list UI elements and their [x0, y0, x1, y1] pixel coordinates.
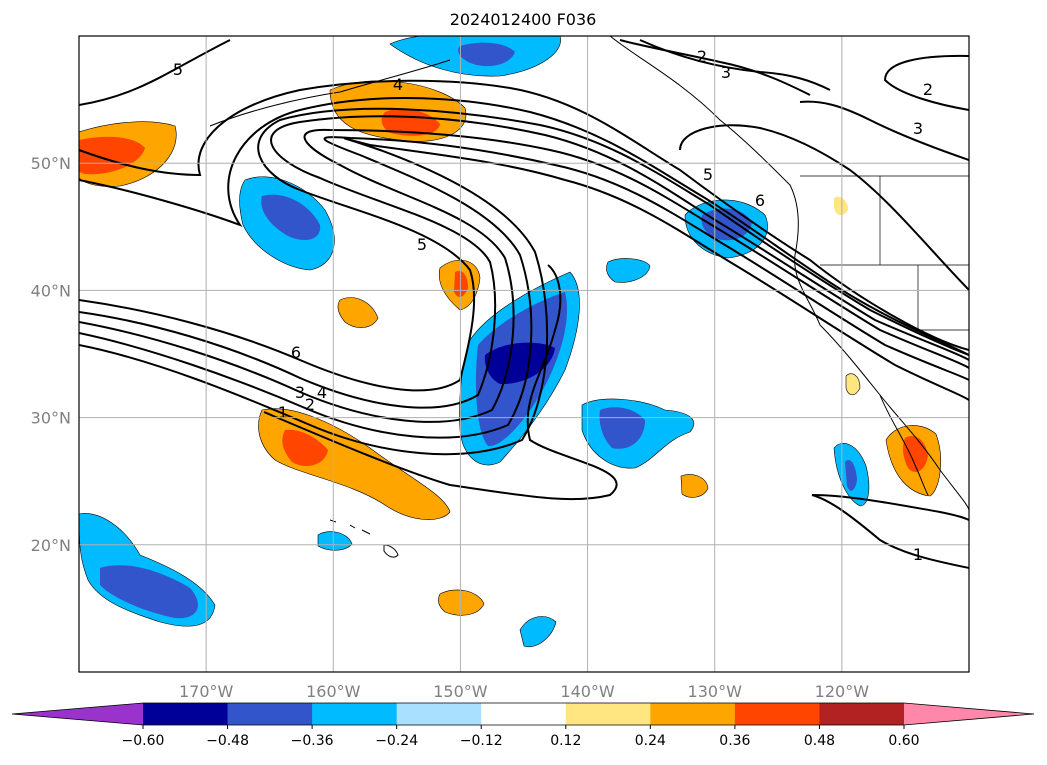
colorbar-segment: [396, 703, 482, 725]
contour-trough-a: [79, 96, 969, 356]
cool-field-south-small: [519, 616, 557, 648]
contour-label: 6: [291, 343, 301, 362]
warm-field-mexico-small: [845, 373, 861, 396]
contour-label: 2: [923, 80, 933, 99]
warm-field-oregon-small: [834, 196, 848, 216]
contour-label: 2: [305, 395, 315, 414]
cool-field-small-east: [606, 258, 651, 283]
colorbar-extend-high: [904, 703, 1034, 725]
cool-field-gulf-alaska-core: [701, 208, 752, 241]
colorbar-tick-label: −0.36: [291, 733, 334, 749]
coastline-aleutians: [209, 59, 451, 127]
contour-trough-f: [79, 137, 969, 456]
contour-label: 1: [278, 403, 288, 422]
colorbar-tick-label: 0.24: [635, 733, 666, 749]
contour-trough-c: [79, 115, 969, 409]
warm-field-south-small: [438, 589, 485, 616]
longitude-label: 140°W: [560, 682, 615, 701]
contour-label: 4: [317, 383, 327, 402]
cool-field-southwest-core: [100, 565, 198, 619]
contour-1-southeast: [811, 494, 969, 521]
contour-ne-5: [679, 124, 969, 291]
colorbar-tick-label: −0.24: [375, 733, 418, 749]
cool-field-bering-core: [458, 42, 515, 67]
contour-label: 5: [417, 235, 427, 254]
colorbar-tick-label: 0.12: [550, 733, 581, 749]
contour-label: 5: [703, 165, 713, 184]
longitude-label: 160°W: [306, 682, 361, 701]
contour-trough-5: [79, 79, 969, 351]
contour-north-5: [79, 39, 231, 106]
colorbar-tick-label: 0.36: [719, 733, 750, 749]
contour-trough-d: [79, 128, 969, 423]
colorbar-tick-label: 0.60: [888, 733, 919, 749]
longitude-label: 170°W: [179, 682, 234, 701]
cool-field-hawaii-small: [317, 531, 353, 551]
map-panel: 5 2 3 2 3 4 5 5 6 6 3 4 1 2 1: [78, 35, 970, 673]
contour-3-north: [639, 39, 831, 91]
contour-label: 3: [721, 63, 731, 82]
cool-field-northwest-core: [261, 194, 321, 241]
coastline-baja: [879, 394, 929, 496]
graticule: [79, 36, 969, 672]
colorbar-segment: [312, 703, 398, 725]
contour-1-subtropical: [263, 264, 618, 501]
colorbar-segment: [565, 703, 651, 725]
longitude-labels: 170°W 160°W 150°W 140°W 130°W 120°W: [179, 682, 869, 701]
shaded-fields: [79, 36, 941, 648]
contour-lines: [79, 39, 969, 569]
warm-field-east-small: [680, 474, 709, 498]
contour-1-southeast-b: [811, 494, 969, 569]
warm-field-west-small: [337, 297, 379, 328]
contour-label: 3: [913, 119, 923, 138]
map-title: 2024012400 F036: [450, 10, 597, 29]
latitude-label: 20°N: [31, 536, 71, 555]
contour-trough-e: [79, 136, 969, 439]
latitude-label: 30°N: [31, 409, 71, 428]
colorbar-segment: [650, 703, 736, 725]
contour-trough-b: [79, 107, 969, 392]
longitude-label: 150°W: [433, 682, 488, 701]
contour-label: 6: [755, 191, 765, 210]
latitude-labels: 20°N 30°N 40°N 50°N: [31, 154, 71, 555]
contour-label: 1: [913, 545, 923, 564]
colorbar-tick-label: −0.60: [122, 733, 165, 749]
cool-field-baja-west-core: [845, 460, 857, 491]
contour-labels: 5 2 3 2 3 4 5 5 6 6 3 4 1 2 1: [173, 47, 933, 564]
colorbar: −0.60 −0.48 −0.36 −0.24 −0.12 0.12 0.24 0.36 0.4…: [11, 702, 1035, 749]
contour-label: 5: [173, 60, 183, 79]
colorbar-tick-label: −0.48: [206, 733, 249, 749]
contour-3-northeast: [799, 100, 969, 161]
colorbar-segment: [481, 703, 567, 725]
colorbar-segment: [734, 703, 820, 725]
latitude-label: 40°N: [31, 281, 71, 300]
colorbar-segment: [819, 703, 905, 725]
contour-2-northeast: [883, 54, 969, 111]
colorbar-extend-low: [12, 703, 143, 725]
latitude-label: 50°N: [31, 154, 71, 173]
contour-2-north: [619, 39, 811, 96]
longitude-label: 120°W: [815, 682, 870, 701]
map-frame: [78, 35, 970, 673]
warm-field-subtropical-core: [282, 429, 328, 466]
colorbar-tick-label: 0.48: [804, 733, 835, 749]
colorbar-tick-label: −0.12: [460, 733, 503, 749]
longitude-label: 130°W: [688, 682, 743, 701]
contour-label: 3: [295, 383, 305, 402]
colorbar-segment: [143, 703, 229, 725]
colorbar-segment: [227, 703, 313, 725]
state-borders: [800, 175, 969, 331]
cool-field-central-core: [484, 342, 555, 385]
contour-label: 4: [393, 75, 403, 94]
contour-label: 2: [697, 47, 707, 66]
